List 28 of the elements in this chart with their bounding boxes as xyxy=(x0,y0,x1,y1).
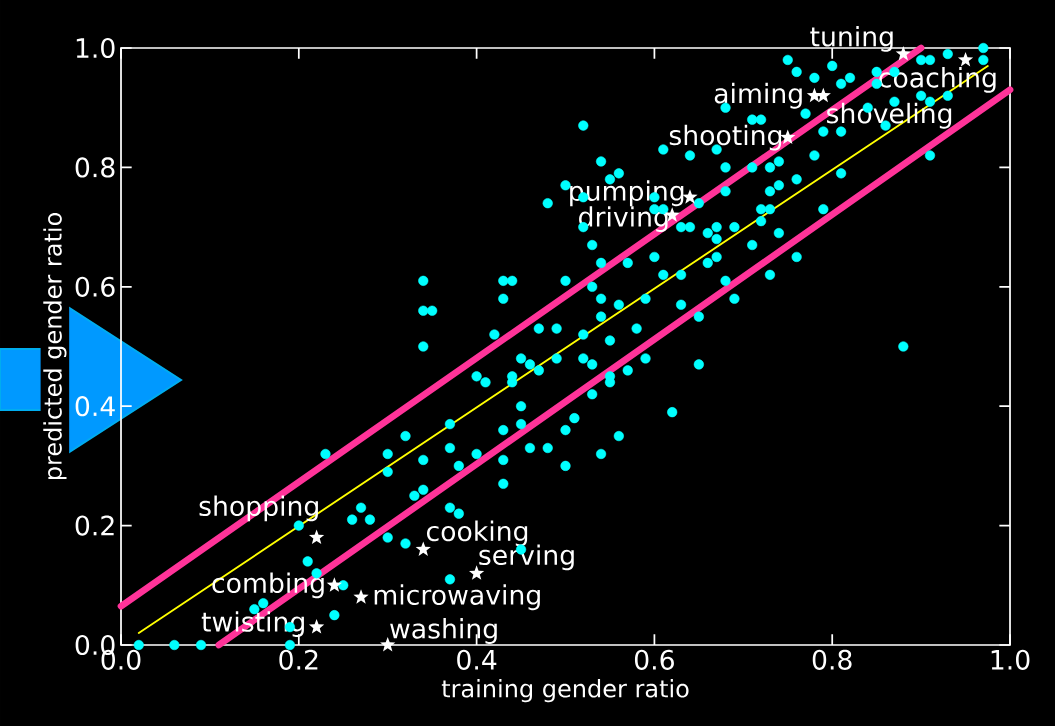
point xyxy=(957,51,974,67)
x-axis-title: training gender ratio xyxy=(441,679,689,703)
annotation: serving xyxy=(479,544,574,571)
x-tick-label: 0.2 xyxy=(279,649,318,670)
point xyxy=(780,129,796,145)
y-tick-label: 0.8 xyxy=(75,157,115,178)
point xyxy=(308,529,325,545)
annotation: washing xyxy=(390,618,497,644)
y-axis-title: predicted gender ratio xyxy=(43,213,67,480)
x-tick-label: 1.0 xyxy=(991,649,1030,670)
y-tick-label: 0.4 xyxy=(75,396,115,417)
point xyxy=(308,619,325,634)
annotation: driving xyxy=(579,206,668,233)
x-tick-label: 0.8 xyxy=(812,649,852,670)
x-tick-label: 0.6 xyxy=(634,649,674,670)
annotation: shooting xyxy=(669,124,782,151)
y-tick-label: 0.6 xyxy=(75,276,115,297)
point xyxy=(895,45,911,61)
x-tick-label: 0.4 xyxy=(457,649,497,670)
point xyxy=(815,87,831,103)
y-tick-label: 0.2 xyxy=(75,515,114,536)
point xyxy=(353,589,369,604)
annotation: microwaving xyxy=(374,584,540,611)
annotation: aiming xyxy=(714,82,802,109)
point xyxy=(326,577,342,592)
y-tick-label: 1.0 xyxy=(76,37,115,59)
annotation: tuning xyxy=(810,25,893,52)
annotation: cooking xyxy=(427,520,528,547)
